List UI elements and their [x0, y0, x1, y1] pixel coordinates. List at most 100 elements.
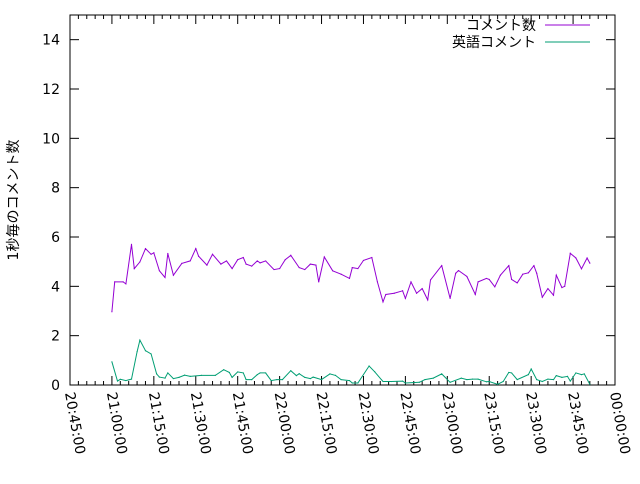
x-tick-label: 22:00:00	[271, 391, 298, 456]
data-point-1	[508, 371, 510, 374]
data-point-1	[477, 378, 479, 380]
data-point-1	[119, 378, 121, 380]
data-point-1	[516, 378, 518, 381]
data-point-0	[466, 275, 468, 278]
data-point-1	[231, 376, 233, 378]
data-point-0	[541, 296, 543, 298]
data-point-0	[449, 297, 451, 300]
data-point-0	[122, 281, 124, 283]
data-point-0	[251, 265, 253, 267]
data-point-0	[273, 268, 275, 271]
y-tick-label: 14	[42, 33, 60, 49]
data-point-0	[457, 269, 460, 272]
y-tick-label: 0	[51, 378, 60, 394]
data-point-0	[323, 256, 325, 258]
data-point-1	[502, 380, 504, 383]
data-point-1	[329, 373, 331, 375]
data-point-1	[382, 380, 384, 383]
data-point-0	[153, 252, 155, 254]
data-point-0	[589, 262, 591, 264]
data-point-1	[167, 372, 169, 374]
data-point-0	[348, 277, 351, 280]
data-point-1	[178, 376, 180, 378]
data-point-1	[357, 382, 359, 384]
data-point-0	[477, 281, 479, 283]
data-point-1	[530, 368, 532, 370]
series-line-0	[111, 244, 591, 312]
axis-ticks	[69, 15, 616, 386]
data-point-1	[139, 339, 141, 341]
data-point-1	[589, 383, 591, 385]
y-tick-label: 4	[51, 279, 60, 295]
data-point-1	[228, 371, 230, 374]
data-point-0	[441, 265, 443, 267]
data-point-0	[575, 257, 577, 259]
data-point-0	[189, 260, 191, 262]
data-point-1	[320, 378, 323, 381]
data-point-1	[497, 383, 499, 385]
data-point-1	[164, 377, 166, 379]
data-point-1	[575, 372, 577, 374]
data-point-1	[242, 372, 244, 374]
data-point-0	[298, 266, 300, 269]
data-point-1	[351, 382, 353, 384]
data-point-0	[508, 265, 510, 267]
data-point-1	[485, 381, 488, 383]
data-point-0	[580, 268, 583, 270]
data-point-1	[304, 376, 306, 378]
data-point-1	[295, 375, 297, 377]
x-tick-label: 21:30:00	[187, 391, 214, 456]
data-point-1	[276, 378, 278, 381]
data-point-0	[181, 262, 183, 264]
data-point-0	[225, 260, 228, 262]
data-point-1	[488, 380, 490, 383]
data-point-1	[172, 377, 175, 380]
data-point-0	[564, 285, 566, 287]
data-point-0	[164, 276, 166, 279]
data-point-1	[298, 373, 300, 375]
data-point-0	[429, 279, 432, 281]
data-point-0	[172, 274, 175, 276]
data-point-1	[136, 351, 138, 353]
data-point-0	[385, 293, 387, 296]
data-point-0	[259, 262, 261, 264]
data-point-0	[340, 273, 342, 275]
data-point-0	[536, 272, 538, 274]
data-point-0	[527, 272, 529, 274]
data-point-0	[130, 243, 133, 245]
data-point-1	[183, 374, 186, 376]
data-point-1	[566, 375, 569, 377]
data-point-1	[569, 380, 571, 382]
data-point-0	[279, 267, 281, 270]
data-point-0	[114, 281, 116, 283]
data-point-0	[510, 278, 513, 281]
y-tick-label: 8	[51, 181, 60, 197]
data-point-1	[460, 377, 462, 379]
x-tick-label: 22:15:00	[313, 391, 340, 456]
data-point-1	[281, 378, 284, 381]
data-point-1	[432, 377, 434, 379]
data-point-1	[150, 353, 152, 355]
data-point-1	[334, 374, 337, 376]
data-point-0	[133, 267, 135, 270]
data-point-0	[256, 260, 258, 262]
data-point-1	[214, 374, 216, 376]
data-point-0	[231, 267, 233, 270]
data-point-0	[569, 252, 571, 254]
data-point-0	[382, 301, 384, 303]
data-point-1	[259, 372, 261, 374]
data-point-0	[533, 265, 535, 267]
data-point-1	[237, 371, 239, 373]
y-tick-labels: 0 2 4 6 8 10 12 14	[42, 33, 60, 394]
data-point-0	[371, 256, 373, 259]
data-point-0	[376, 281, 379, 283]
data-point-0	[555, 274, 557, 276]
data-point-1	[265, 372, 267, 374]
data-point-0	[139, 261, 141, 263]
data-point-0	[211, 253, 214, 255]
x-tick-label: 21:45:00	[229, 391, 256, 456]
data-point-0	[197, 255, 200, 257]
data-point-1	[312, 376, 314, 378]
data-point-0	[315, 264, 317, 266]
